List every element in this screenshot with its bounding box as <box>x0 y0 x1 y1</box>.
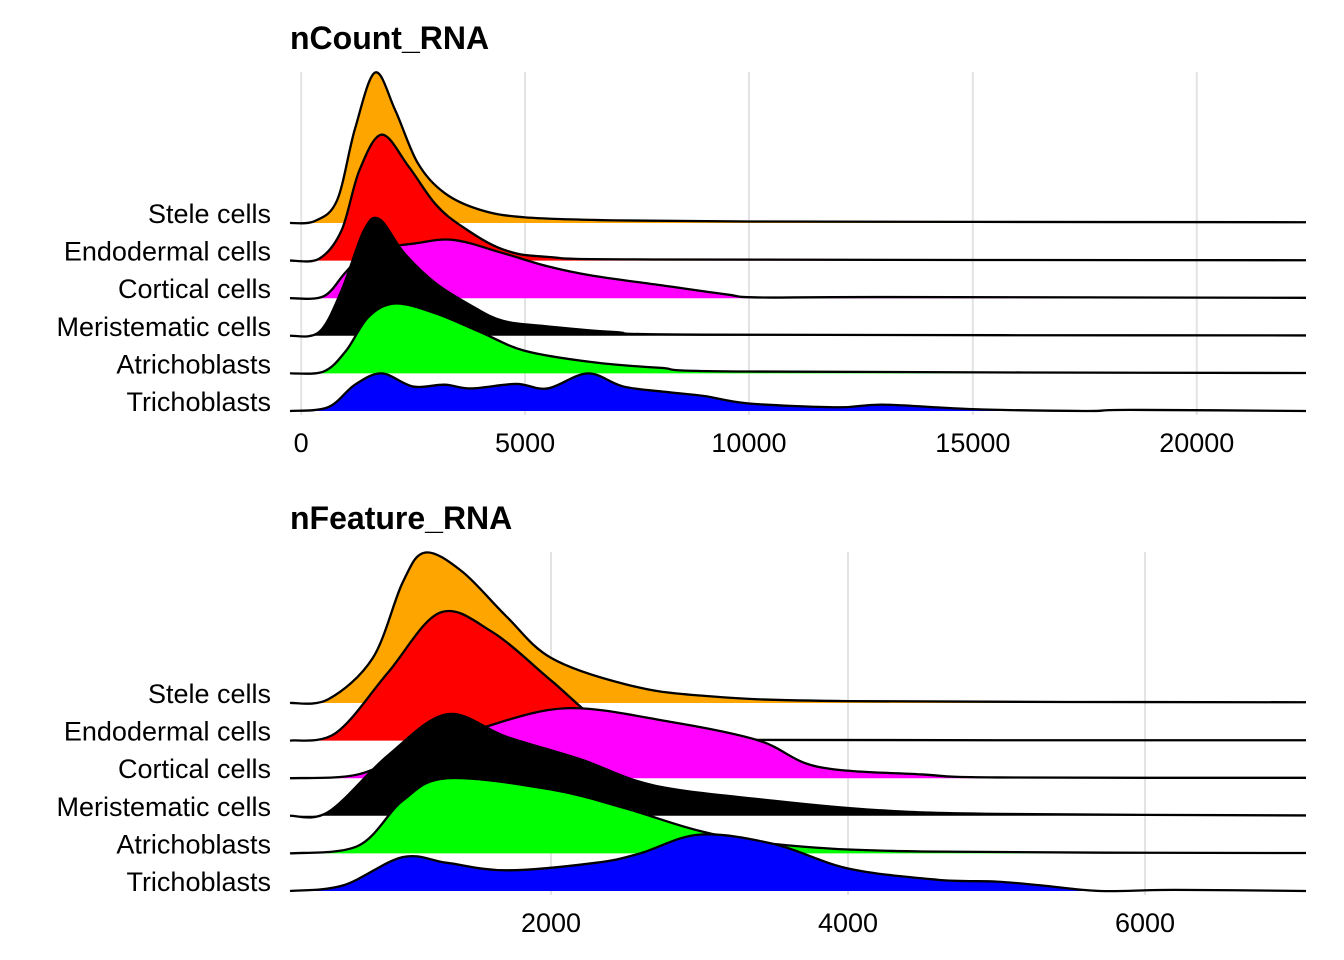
y-category-label: Trichoblasts <box>126 867 271 897</box>
x-tick-label: 2000 <box>521 908 581 938</box>
ridge-outline <box>289 71 1307 225</box>
ridge-outline <box>289 776 1307 855</box>
ridge-outline <box>289 609 1307 742</box>
y-category-label: Stele cells <box>148 679 271 709</box>
y-category-label: Atrichoblasts <box>116 349 271 379</box>
panel-title: nCount_RNA <box>290 20 489 56</box>
x-tick-label: 0 <box>294 428 309 458</box>
y-category-label: Cortical cells <box>118 754 271 784</box>
ridge-fill <box>290 72 1306 224</box>
y-category-label: Endodermal cells <box>64 717 271 747</box>
x-tick-label: 6000 <box>1115 908 1175 938</box>
ridge-outline <box>289 712 1307 819</box>
x-tick-label: 15000 <box>935 428 1010 458</box>
ridge-outline <box>289 372 1307 413</box>
y-category-label: Endodermal cells <box>64 237 271 267</box>
ridge-fill <box>290 239 1306 299</box>
y-category-label: Stele cells <box>148 199 271 229</box>
panel-ncount-rna: nCount_RNA 0 5000 10000 15000 20000 Stele cel… <box>56 20 1307 458</box>
ridge-outline <box>289 833 1307 893</box>
ridge-fill <box>290 610 1306 741</box>
y-category-label: Meristematic cells <box>56 312 271 342</box>
ridge-fill <box>290 373 1306 412</box>
ridge-fill <box>290 834 1306 892</box>
y-category-label: Trichoblasts <box>126 387 271 417</box>
ridge-fill <box>290 552 1306 704</box>
panel-nfeature-rna: nFeature_RNA 2000 4000 6000 Stele cells Endo… <box>56 500 1307 938</box>
ridge-outline <box>289 216 1307 338</box>
x-tick-label: 10000 <box>711 428 786 458</box>
y-category-label: Meristematic cells <box>56 792 271 822</box>
ridge-fill <box>290 777 1306 854</box>
x-tick-label: 20000 <box>1159 428 1234 458</box>
ridge-fill <box>290 303 1306 374</box>
ridge-outline <box>289 302 1307 375</box>
ridge-outline <box>289 551 1307 705</box>
x-tick-label: 5000 <box>495 428 555 458</box>
panel-title: nFeature_RNA <box>290 500 512 536</box>
y-category-label: Atrichoblasts <box>116 829 271 859</box>
ridge-outline <box>289 133 1307 263</box>
y-category-label: Cortical cells <box>118 274 271 304</box>
x-tick-label: 4000 <box>818 908 878 938</box>
